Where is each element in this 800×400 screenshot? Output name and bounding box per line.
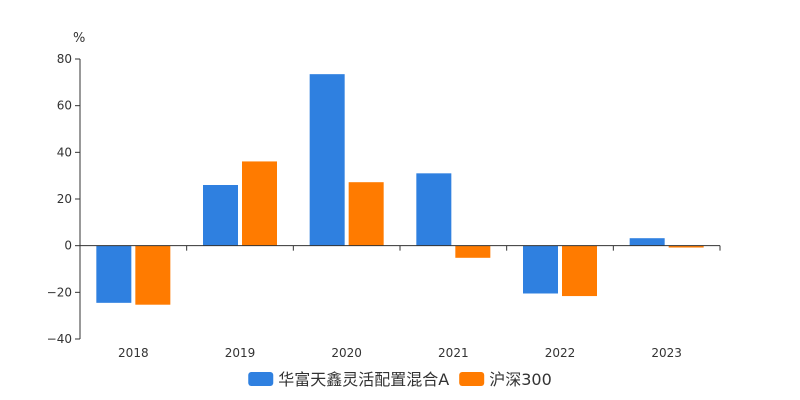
y-tick-label: 0 xyxy=(64,239,72,253)
legend-label: 沪深300 xyxy=(489,370,552,389)
legend-swatch xyxy=(459,372,485,386)
y-axis-unit-label: % xyxy=(73,31,85,46)
legend-item-fund[interactable]: 华富天鑫灵活配置混合A xyxy=(248,370,449,389)
x-tick-label: 2020 xyxy=(331,346,362,360)
bar-index-2022 xyxy=(562,245,597,297)
y-tick-label: 40 xyxy=(57,145,72,159)
bars-group xyxy=(96,74,704,305)
bar-index-2023 xyxy=(668,245,704,248)
y-tick-label: 80 xyxy=(57,52,72,66)
x-tick-label: 2022 xyxy=(545,346,576,360)
bar-fund-2018 xyxy=(96,245,132,303)
bar-fund-2021 xyxy=(416,173,452,246)
y-tick-label: −40 xyxy=(47,332,72,346)
bar-fund-2020 xyxy=(309,74,345,246)
x-axis: 2018 2019 2020 2021 2022 2023 xyxy=(79,245,721,360)
y-tick-label: −20 xyxy=(47,285,72,299)
legend: 华富天鑫灵活配置混合A 沪深300 xyxy=(248,370,552,389)
legend-swatch xyxy=(248,372,274,386)
x-tick-label: 2019 xyxy=(225,346,256,360)
y-tick-label: 60 xyxy=(57,99,72,113)
bar-index-2019 xyxy=(242,161,277,246)
y-tick-label: 20 xyxy=(57,192,72,206)
bar-index-2021 xyxy=(455,245,491,258)
bar-fund-2022 xyxy=(523,245,558,294)
bar-index-2020 xyxy=(348,182,384,246)
x-tick-label: 2018 xyxy=(118,346,149,360)
bar-fund-2023 xyxy=(629,238,665,246)
legend-item-index[interactable]: 沪深300 xyxy=(459,370,552,389)
bar-fund-2019 xyxy=(203,185,238,246)
x-tick-label: 2023 xyxy=(651,346,682,360)
x-tick-label: 2021 xyxy=(438,346,469,360)
y-axis: −40 −20 0 20 40 60 80 xyxy=(47,52,81,346)
bar-index-2018 xyxy=(135,245,171,305)
legend-label: 华富天鑫灵活配置混合A xyxy=(278,370,449,389)
